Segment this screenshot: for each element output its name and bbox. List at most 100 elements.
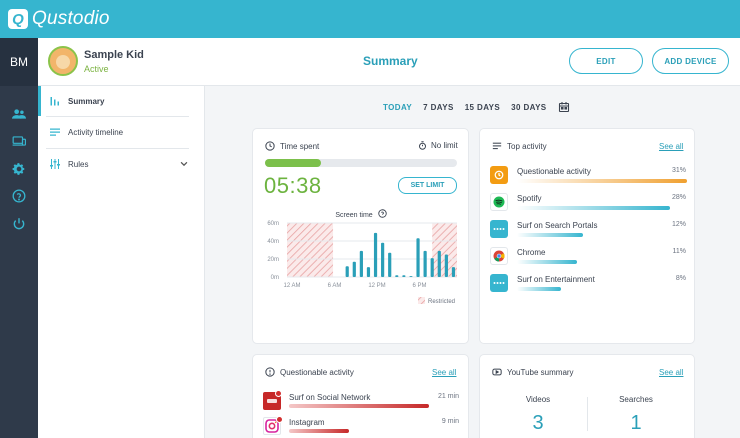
top-bar: Q Qustodio	[0, 0, 740, 38]
stopwatch-icon	[419, 141, 426, 150]
questionable-row-instagram[interactable]: Instagram 9 min	[263, 415, 459, 438]
top-activity-see-all-link[interactable]: See all	[659, 142, 684, 151]
social-network-icon	[263, 390, 282, 410]
activity-name: Surf on Search Portals	[517, 221, 598, 230]
screen-time-bar	[409, 276, 413, 277]
screen-time-bar	[359, 250, 363, 277]
activity-percent: 12%	[671, 221, 686, 228]
activity-percent: 28%	[671, 194, 686, 201]
screen-time-bar	[444, 254, 448, 277]
questionable-name: Instagram	[289, 418, 325, 427]
questionable-row-social-network[interactable]: Surf on Social Network 21 min	[263, 390, 459, 414]
tab-30-days[interactable]: 30 DAYS	[511, 102, 547, 112]
nav-item-activity-timeline[interactable]: Activity timeline	[38, 117, 205, 147]
edit-button[interactable]: EDIT	[569, 48, 643, 74]
youtube-label: YouTube summary	[507, 367, 574, 377]
timeline-lines-icon	[48, 125, 62, 139]
screen-time-bar	[430, 258, 434, 277]
y-tick-label: 60m	[267, 221, 279, 227]
settings-gear-icon[interactable]	[9, 159, 29, 179]
restricted-legend-label: Restricted	[428, 299, 455, 305]
alert-badge	[275, 390, 282, 397]
side-nav: Summary Activity timeline Rules	[38, 86, 205, 438]
restricted-area	[287, 223, 334, 277]
activity-name: Chrome	[517, 248, 546, 257]
date-range-tabs: TODAY 7 DAYS 15 DAYS 30 DAYS	[383, 101, 570, 113]
kid-avatar[interactable]	[48, 46, 78, 76]
time-progress-fill	[265, 159, 321, 167]
chevron-down-icon[interactable]	[179, 159, 189, 169]
family-icon[interactable]	[9, 104, 29, 124]
clock-icon	[265, 141, 275, 151]
top-activity-card: Top activity See all Questionable activi…	[479, 128, 695, 344]
qustodio-logo[interactable]: Q Qustodio	[8, 8, 110, 30]
videos-count: 3	[532, 412, 544, 434]
time-spent-title: Time spent	[265, 141, 319, 151]
questionable-bar	[289, 404, 429, 408]
top-activity-title: Top activity	[492, 141, 547, 151]
nav-item-summary[interactable]: Summary	[38, 86, 205, 116]
tab-7-days[interactable]: 7 DAYS	[423, 102, 454, 112]
nav-label-rules: Rules	[68, 159, 89, 169]
tab-today[interactable]: TODAY	[383, 102, 413, 112]
screen-time-bar	[423, 250, 427, 277]
youtube-divider	[587, 397, 588, 431]
questionable-title: Questionable activity	[265, 367, 354, 377]
nav-divider	[46, 116, 189, 117]
y-tick-label: 40m	[267, 239, 279, 245]
activity-row-entertainment[interactable]: Surf on Entertainment 8%	[490, 272, 686, 296]
screen-time-bar	[416, 238, 420, 277]
questionable-activity-card: Questionable activity See all Surf on So…	[252, 354, 469, 438]
youtube-summary-card: YouTube summary See all Videos 3 Searche…	[479, 354, 695, 438]
alert-badge	[276, 416, 283, 423]
power-logout-icon[interactable]	[9, 214, 29, 234]
profile-header: Sample Kid Active Summary EDIT ADD DEVIC…	[38, 38, 740, 86]
set-limit-button[interactable]: SET LIMIT	[398, 177, 457, 194]
youtube-videos: Videos 3	[488, 395, 588, 435]
activity-bar	[517, 206, 670, 210]
questionable-see-all-link[interactable]: See all	[432, 368, 457, 377]
tab-15-days[interactable]: 15 DAYS	[464, 102, 501, 112]
nav-item-rules[interactable]: Rules	[38, 149, 205, 179]
screen-time-bar	[366, 267, 371, 277]
y-tick-label: 20m	[267, 257, 279, 263]
youtube-see-all-link[interactable]: See all	[659, 368, 684, 377]
screen-time-title: Screen time	[253, 209, 469, 219]
account-avatar[interactable]: BM	[0, 38, 38, 86]
questionable-name: Surf on Social Network	[289, 393, 371, 402]
calendar-icon[interactable]	[558, 101, 570, 113]
screen-time-bar	[352, 261, 356, 277]
screen-time-bar	[373, 232, 378, 277]
activity-row-chrome[interactable]: Chrome 11%	[490, 245, 686, 269]
screen-time-bar	[402, 275, 406, 277]
web-category-icon	[490, 274, 508, 292]
web-category-icon	[490, 220, 508, 238]
screen-time-bar	[381, 242, 385, 277]
add-device-button[interactable]: ADD DEVICE	[652, 48, 729, 74]
kid-name: Sample Kid	[84, 49, 144, 61]
activity-percent: 11%	[672, 248, 687, 255]
top-activity-label: Top activity	[507, 141, 547, 151]
devices-icon[interactable]	[9, 131, 29, 151]
logo-badge: Q	[8, 9, 28, 29]
screen-time-bar	[437, 250, 441, 277]
youtube-searches: Searches 1	[586, 395, 686, 435]
activity-row-spotify[interactable]: Spotify 28%	[490, 191, 686, 215]
activity-row-questionable[interactable]: Questionable activity 31%	[490, 164, 687, 188]
activity-row-search-portals[interactable]: Surf on Search Portals 12%	[490, 218, 686, 242]
searches-label: Searches	[619, 395, 653, 404]
time-spent-card: Time spent No limit 05:38 SET LIMIT Scre…	[252, 128, 469, 344]
kid-status: Active	[84, 64, 109, 74]
time-spent-value: 05:38	[264, 173, 322, 198]
activity-percent: 31%	[671, 167, 686, 174]
restricted-legend-swatch	[418, 297, 425, 304]
help-icon[interactable]	[9, 186, 29, 206]
logo-text: Qustodio	[32, 8, 110, 29]
activity-name: Questionable activity	[517, 167, 591, 176]
nav-label-summary: Summary	[68, 96, 105, 106]
questionable-time: 9 min	[441, 418, 459, 425]
icon-rail: BM	[0, 38, 38, 438]
screen-time-chart: 60m 40m 20m 0m 12 AM 6 AM 12 PM 6 PM Restricted	[267, 221, 457, 305]
help-circle-icon[interactable]	[377, 209, 387, 218]
spotify-icon	[490, 193, 508, 211]
